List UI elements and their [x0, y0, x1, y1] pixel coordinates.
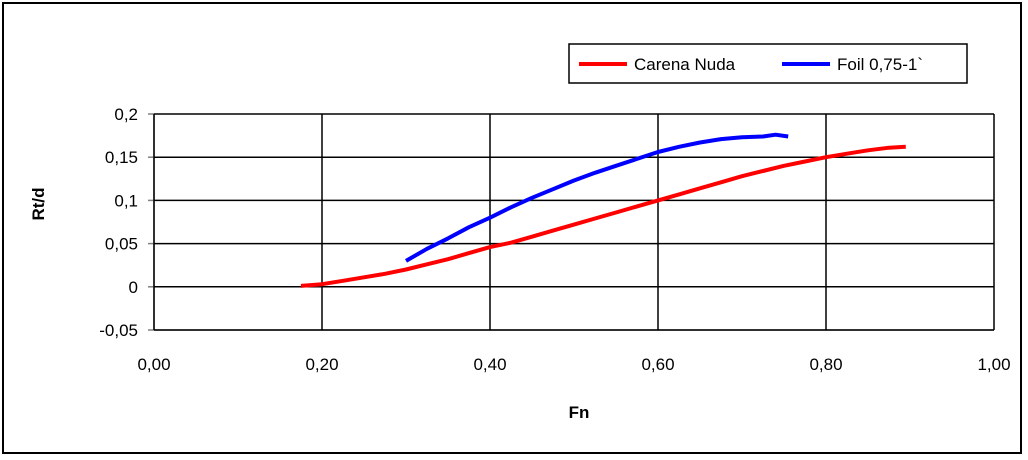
legend: Carena Nuda Foil 0,75-1`	[568, 43, 968, 84]
series-line-foil	[405, 132, 789, 263]
y-tick-label: 0,2	[114, 105, 138, 124]
x-axis-title: Fn	[569, 403, 590, 422]
chart-frame: 0,00 0,20 0,40 0,60 0,80 1,00 -0,05 0 0,05 0,1 0,…	[2, 2, 1022, 454]
plot-area	[148, 113, 995, 331]
x-tick-label: 0,60	[641, 355, 674, 374]
series-layer	[300, 132, 906, 288]
x-tick-label: 0,00	[137, 355, 170, 374]
y-tick-label: 0,05	[105, 235, 138, 254]
legend-label-carena-nuda: Carena Nuda	[634, 55, 736, 74]
y-tick-labels: -0,05 0 0,05 0,1 0,15 0,2	[99, 105, 138, 340]
chart-svg: 0,00 0,20 0,40 0,60 0,80 1,00 -0,05 0 0,05 0,1 0,…	[29, 43, 1011, 422]
legend-box	[568, 43, 968, 84]
y-tick-label: 0,15	[105, 148, 138, 167]
y-axis-title: Rt/d	[29, 187, 48, 220]
x-tick-label: 0,40	[473, 355, 506, 374]
y-tick-label: -0,05	[99, 321, 138, 340]
x-tick-label: 0,20	[305, 355, 338, 374]
x-tick-label: 0,80	[809, 355, 842, 374]
y-tick-label: 0,1	[114, 191, 138, 210]
x-tick-label: 1,00	[977, 355, 1010, 374]
legend-label-foil: Foil 0,75-1`	[837, 55, 923, 74]
series-line-carena-nuda	[300, 144, 906, 288]
y-tick-label: 0	[129, 278, 138, 297]
x-tick-labels: 0,00 0,20 0,40 0,60 0,80 1,00	[137, 355, 1010, 374]
